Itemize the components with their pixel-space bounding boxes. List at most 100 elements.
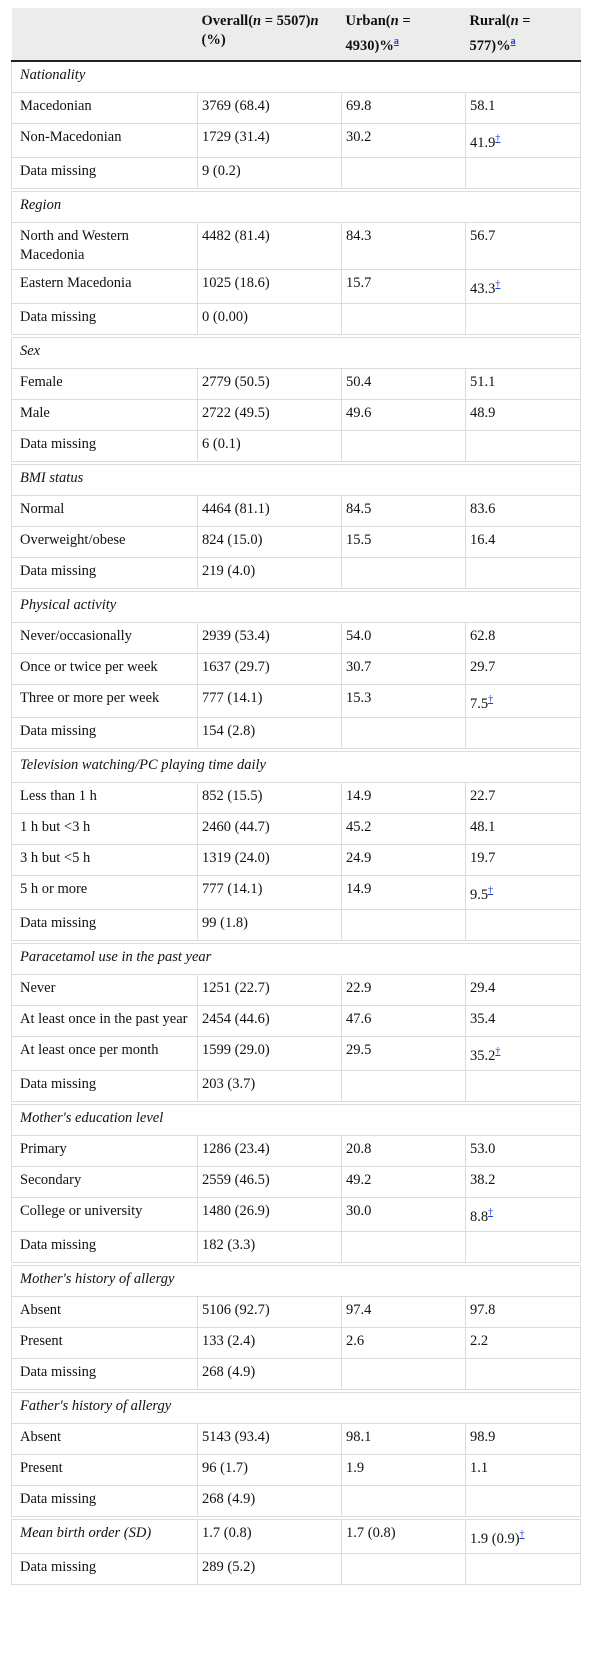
table-cell bbox=[341, 556, 466, 589]
table-cell bbox=[341, 1070, 466, 1103]
cell-text: 14.9 bbox=[346, 788, 372, 805]
data-row: Three or more per week 777 (14.1) 15.3 7.5† bbox=[11, 683, 581, 719]
data-row: 5 h or more 777 (14.1) 14.9 9.5† bbox=[11, 875, 581, 911]
footnote-link[interactable]: a bbox=[510, 36, 516, 47]
section-title: Nationality bbox=[11, 60, 581, 93]
footnote-link[interactable]: † bbox=[495, 278, 501, 290]
section-row: Mother's history of allergy bbox=[11, 1264, 581, 1297]
cell-text: 1599 (29.0) bbox=[202, 1042, 270, 1059]
table-cell: 268 (4.9) bbox=[197, 1484, 342, 1517]
table-cell: 154 (2.8) bbox=[197, 717, 342, 750]
cell-text: 154 (2.8) bbox=[202, 723, 256, 740]
cell-text: 50.4 bbox=[346, 373, 372, 390]
footnote-link[interactable]: † bbox=[488, 885, 494, 897]
table-cell: 268 (4.9) bbox=[197, 1357, 342, 1390]
cell-text: 96 (1.7) bbox=[202, 1459, 248, 1476]
table-cell: 22.9 bbox=[341, 974, 466, 1007]
footnote-ref: † bbox=[488, 691, 493, 705]
table-cell: 1729 (31.4) bbox=[197, 123, 342, 158]
table-cell: 5143 (93.4) bbox=[197, 1422, 342, 1455]
cell-text: 30.2 bbox=[346, 129, 372, 145]
row-label: Data missing bbox=[11, 1484, 198, 1517]
cell-text: 1637 (29.7) bbox=[202, 658, 270, 675]
header-text: Overall( bbox=[201, 13, 254, 29]
row-label: At least once in the past year bbox=[11, 1005, 198, 1038]
data-row: Present 96 (1.7) 1.9 1.1 bbox=[11, 1453, 581, 1486]
table-cell: 1025 (18.6) bbox=[197, 268, 342, 304]
table-cell bbox=[465, 1357, 581, 1390]
table-cell bbox=[341, 302, 466, 335]
data-row: Data missing 268 (4.9) bbox=[11, 1357, 581, 1390]
table-cell: 51.1 bbox=[465, 367, 581, 400]
header-text: = 4930)% bbox=[345, 13, 411, 54]
cell-text: 84.3 bbox=[346, 227, 372, 244]
cell-text: 824 (15.0) bbox=[202, 531, 263, 548]
table-cell: 219 (4.0) bbox=[197, 556, 342, 589]
table-cell bbox=[341, 1552, 466, 1585]
section-row: Nationality bbox=[11, 60, 581, 93]
row-label: Data missing bbox=[11, 1357, 198, 1390]
cell-text: 35.4 bbox=[470, 1011, 496, 1028]
section-title: Mean birth order (SD) bbox=[11, 1518, 198, 1554]
footnote-link[interactable]: † bbox=[488, 1207, 494, 1219]
cell-text: 41.9 bbox=[470, 134, 496, 151]
table-cell: 29.7 bbox=[465, 652, 581, 685]
data-row: Once or twice per week 1637 (29.7) 30.7 29.… bbox=[11, 652, 581, 685]
cell-text: 38.2 bbox=[470, 1172, 496, 1189]
cell-text: 47.6 bbox=[346, 1011, 372, 1028]
table-cell bbox=[341, 156, 466, 189]
section-title: BMI status bbox=[11, 463, 581, 496]
data-row: Male 2722 (49.5) 49.6 48.9 bbox=[11, 398, 581, 431]
data-row: Never/occasionally 2939 (53.4) 54.0 62.8 bbox=[11, 621, 581, 654]
cell-text: 30.0 bbox=[346, 1203, 372, 1220]
cell-text: 6 (0.1) bbox=[202, 435, 241, 452]
row-label: Never bbox=[11, 974, 198, 1007]
row-label: Three or more per week bbox=[11, 683, 198, 719]
table-cell: 97.4 bbox=[341, 1295, 466, 1328]
table-cell: 38.2 bbox=[465, 1166, 581, 1199]
row-label: Data missing bbox=[11, 909, 198, 942]
table-cell: 30.7 bbox=[341, 652, 466, 685]
header-text: Rural( bbox=[469, 13, 511, 29]
row-label: Female bbox=[11, 367, 198, 400]
cell-text: 29.7 bbox=[470, 658, 496, 675]
table-cell: 53.0 bbox=[465, 1135, 581, 1168]
footnote-link[interactable]: † bbox=[495, 1046, 501, 1058]
cell-text: 1319 (24.0) bbox=[202, 850, 270, 867]
data-row: Secondary 2559 (46.5) 49.2 38.2 bbox=[11, 1166, 581, 1199]
footnote-link[interactable]: † bbox=[519, 1528, 525, 1540]
data-row: Absent 5143 (93.4) 98.1 98.9 bbox=[11, 1422, 581, 1455]
table-cell: 54.0 bbox=[341, 621, 466, 654]
header-text: (%) bbox=[201, 32, 226, 48]
cell-text: 35.2 bbox=[470, 1048, 496, 1065]
table-cell bbox=[465, 429, 581, 462]
table-cell: 15.7 bbox=[341, 268, 466, 304]
data-row: Data missing 154 (2.8) bbox=[11, 717, 581, 750]
section-row: Sex bbox=[11, 336, 581, 369]
table-cell: 14.9 bbox=[341, 782, 466, 815]
footnote-link[interactable]: † bbox=[488, 693, 494, 705]
row-label: Once or twice per week bbox=[11, 652, 198, 685]
row-label: Never/occasionally bbox=[11, 621, 198, 654]
cell-text: 219 (4.0) bbox=[202, 562, 256, 579]
cell-text: 56.7 bbox=[470, 227, 496, 244]
table-cell bbox=[465, 1070, 581, 1103]
cell-text: 20.8 bbox=[346, 1141, 372, 1158]
row-label: Macedonian bbox=[11, 92, 198, 124]
row-label: Secondary bbox=[11, 1166, 198, 1199]
table-cell: 1251 (22.7) bbox=[197, 974, 342, 1007]
data-row: Data missing 6 (0.1) bbox=[11, 429, 581, 462]
row-label: North and Western Macedonia bbox=[11, 221, 198, 270]
table-cell: 9 (0.2) bbox=[197, 156, 342, 189]
table-cell bbox=[341, 909, 466, 942]
table-cell: 45.2 bbox=[341, 813, 466, 846]
cell-text: 19.7 bbox=[470, 850, 496, 867]
table-cell bbox=[341, 1484, 466, 1517]
table-cell: 56.7 bbox=[465, 221, 581, 270]
footnote-link[interactable]: a bbox=[393, 36, 399, 47]
table-cell: 49.6 bbox=[341, 398, 466, 431]
header-text: n bbox=[510, 13, 519, 29]
row-label: Data missing bbox=[11, 556, 198, 589]
row-label: Non-Macedonian bbox=[11, 123, 198, 158]
footnote-link[interactable]: † bbox=[495, 133, 501, 144]
